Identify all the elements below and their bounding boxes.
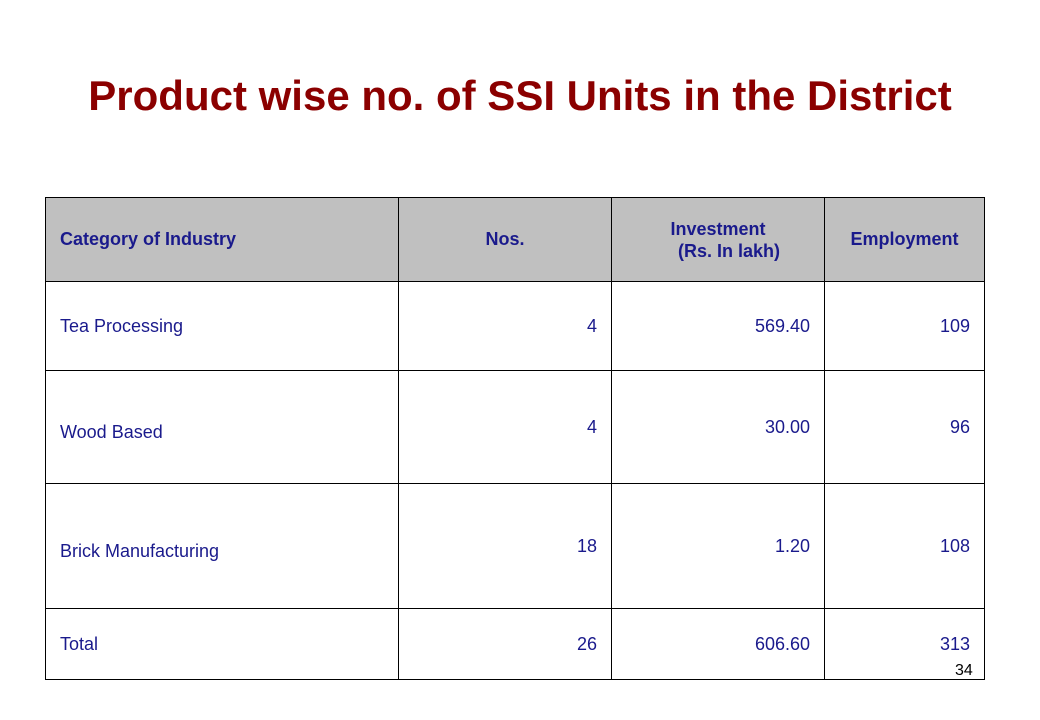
cell-category: Brick Manufacturing [45,483,399,609]
header-investment: Investment (Rs. In lakh) [611,197,825,282]
cell-category: Total [45,608,399,680]
cell-investment: 569.40 [611,281,825,371]
cell-employment: 96 [824,370,985,484]
ssi-units-table: Category of Industry Nos. Investment (Rs… [45,197,985,680]
cell-investment: 30.00 [611,370,825,484]
header-category: Category of Industry [45,197,399,282]
cell-nos: 18 [398,483,612,609]
header-employment: Employment [824,197,985,282]
cell-nos: 4 [398,281,612,371]
header-investment-line1: Investment [670,218,766,239]
cell-nos: 4 [398,370,612,484]
table-row-total: Total 26 606.60 313 [45,608,985,680]
cell-employment: 313 [824,608,985,680]
page-number: 34 [955,662,973,679]
header-investment-line2: (Rs. In lakh) [677,240,780,261]
table-row: Tea Processing 4 569.40 109 [45,281,985,371]
cell-nos: 26 [398,608,612,680]
page-title: Product wise no. of SSI Units in the Dis… [88,72,952,119]
table-row: Brick Manufacturing 18 1.20 108 [45,483,985,609]
header-nos: Nos. [398,197,612,282]
table-header-row: Category of Industry Nos. Investment (Rs… [45,197,985,282]
cell-category: Wood Based [45,370,399,484]
table-row: Wood Based 4 30.00 96 [45,370,985,484]
cell-investment: 1.20 [611,483,825,609]
cell-employment: 108 [824,483,985,609]
cell-category: Tea Processing [45,281,399,371]
cell-investment: 606.60 [611,608,825,680]
cell-employment: 109 [824,281,985,371]
